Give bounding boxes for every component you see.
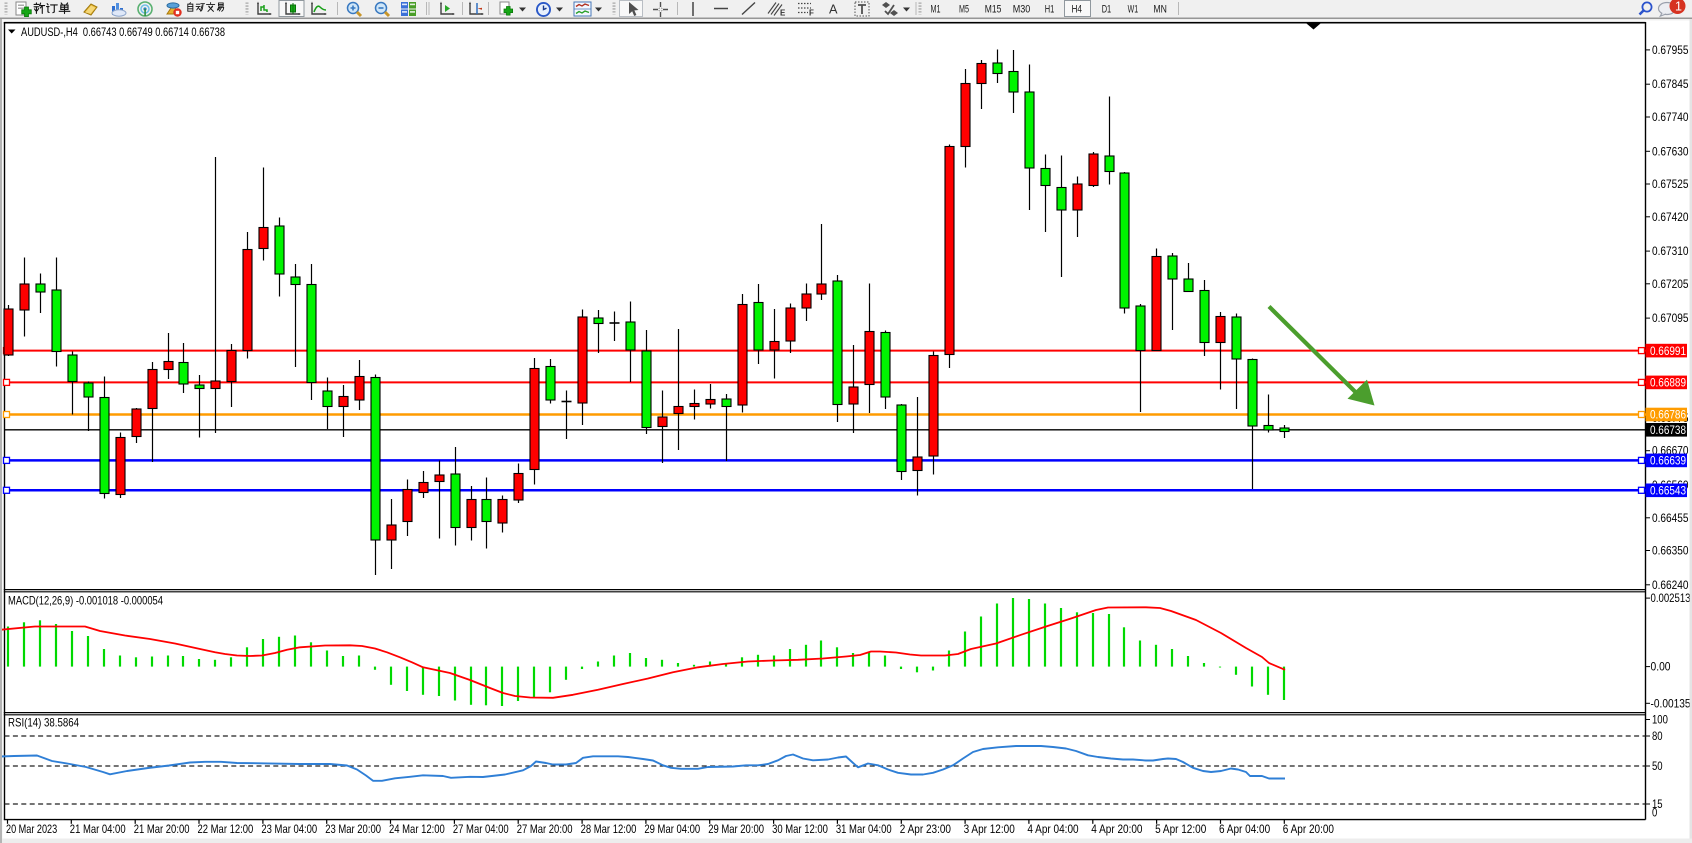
svg-text:23 Mar 04:00: 23 Mar 04:00 [261, 822, 317, 836]
svg-text:50: 50 [1652, 760, 1663, 773]
svg-text:E: E [780, 9, 786, 18]
svg-text:0.67095: 0.67095 [1652, 312, 1689, 325]
svg-text:31 Mar 04:00: 31 Mar 04:00 [836, 822, 892, 836]
svg-text:1: 1 [1675, 0, 1682, 14]
svg-text:0.66455: 0.66455 [1652, 512, 1689, 525]
svg-text:0.67740: 0.67740 [1652, 111, 1689, 124]
svg-text:W1: W1 [1128, 4, 1139, 16]
svg-text:23 Mar 20:00: 23 Mar 20:00 [325, 822, 381, 836]
svg-text:0.66543: 0.66543 [1650, 485, 1686, 498]
svg-text:6 Apr 20:00: 6 Apr 20:00 [1283, 822, 1334, 836]
svg-text:100: 100 [1652, 714, 1668, 727]
svg-text:28 Mar 12:00: 28 Mar 12:00 [581, 822, 637, 836]
svg-text:27 Mar 04:00: 27 Mar 04:00 [453, 822, 509, 836]
svg-text:29 Mar 20:00: 29 Mar 20:00 [708, 822, 764, 836]
svg-text:21 Mar 04:00: 21 Mar 04:00 [70, 822, 126, 836]
svg-text:0.66991: 0.66991 [1650, 345, 1686, 358]
svg-text:F: F [809, 9, 814, 18]
svg-text:MACD(12,26,9) -0.001018 -0.000: MACD(12,26,9) -0.001018 -0.000054 [8, 595, 163, 608]
svg-text:0: 0 [1652, 807, 1658, 820]
svg-text:0.67955: 0.67955 [1652, 44, 1689, 57]
svg-text:15: 15 [1652, 798, 1663, 811]
svg-text:H1: H1 [1045, 4, 1055, 16]
svg-text:22 Mar 12:00: 22 Mar 12:00 [198, 822, 254, 836]
svg-text:0.66786: 0.66786 [1650, 409, 1686, 422]
svg-text:0.002513: 0.002513 [1651, 592, 1691, 605]
svg-text:5 Apr 12:00: 5 Apr 12:00 [1155, 822, 1206, 836]
svg-text:0.00: 0.00 [1651, 661, 1671, 674]
svg-text:-0.00135: -0.00135 [1651, 697, 1691, 710]
svg-text:M5: M5 [959, 4, 969, 16]
svg-text:0.66350: 0.66350 [1652, 545, 1689, 558]
svg-text:0.66738: 0.66738 [1650, 424, 1686, 437]
svg-text:27 Mar 20:00: 27 Mar 20:00 [517, 822, 573, 836]
svg-text:4 Apr 20:00: 4 Apr 20:00 [1091, 822, 1142, 836]
svg-text:20 Mar 2023: 20 Mar 2023 [6, 822, 57, 836]
svg-text:24 Mar 12:00: 24 Mar 12:00 [389, 822, 445, 836]
svg-text:0.66889: 0.66889 [1650, 377, 1686, 390]
svg-text:0.67845: 0.67845 [1652, 78, 1689, 91]
svg-text:2 Apr 23:00: 2 Apr 23:00 [900, 822, 951, 836]
svg-text:3 Apr 12:00: 3 Apr 12:00 [964, 822, 1015, 836]
svg-text:AUDUSD-,H4 0.66743 0.66749 0.: AUDUSD-,H4 0.66743 0.66749 0.66714 0.667… [21, 25, 225, 39]
svg-text:0.66240: 0.66240 [1652, 579, 1689, 592]
svg-text:0.67525: 0.67525 [1652, 178, 1689, 191]
svg-text:0.67310: 0.67310 [1652, 245, 1689, 258]
svg-text:80: 80 [1652, 730, 1663, 743]
svg-text:0.66639: 0.66639 [1650, 455, 1686, 468]
svg-text:RSI(14) 38.5864: RSI(14) 38.5864 [8, 716, 79, 729]
svg-text:M15: M15 [985, 4, 1002, 16]
svg-text:21 Mar 20:00: 21 Mar 20:00 [134, 822, 190, 836]
svg-text:4 Apr 04:00: 4 Apr 04:00 [1027, 822, 1078, 836]
svg-text:D1: D1 [1102, 4, 1112, 16]
svg-text:30 Mar 12:00: 30 Mar 12:00 [772, 822, 828, 836]
svg-text:29 Mar 04:00: 29 Mar 04:00 [644, 822, 700, 836]
svg-text:0.67420: 0.67420 [1652, 211, 1689, 224]
svg-text:0.67630: 0.67630 [1652, 145, 1689, 158]
svg-text:MN: MN [1153, 4, 1167, 16]
svg-text:A: A [829, 2, 838, 17]
svg-text:M30: M30 [1013, 4, 1031, 16]
svg-text:6 Apr 04:00: 6 Apr 04:00 [1219, 822, 1270, 836]
svg-text:M1: M1 [931, 4, 941, 16]
svg-text:0.67205: 0.67205 [1652, 278, 1689, 291]
svg-text:H4: H4 [1072, 4, 1083, 16]
